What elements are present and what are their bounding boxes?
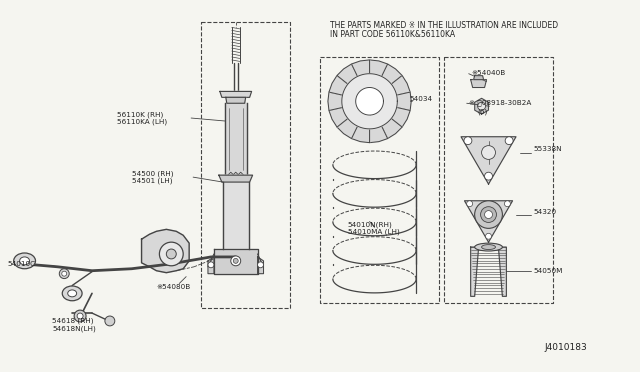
Polygon shape (208, 257, 214, 274)
Circle shape (475, 201, 502, 228)
Circle shape (105, 316, 115, 326)
Circle shape (504, 201, 510, 207)
Polygon shape (220, 92, 252, 97)
Polygon shape (397, 92, 412, 110)
Ellipse shape (475, 243, 502, 251)
Polygon shape (342, 74, 397, 129)
Text: 54010N(RH)
54010MA (LH): 54010N(RH) 54010MA (LH) (348, 221, 399, 235)
Polygon shape (461, 137, 516, 184)
Polygon shape (351, 126, 369, 142)
Polygon shape (391, 108, 410, 127)
Ellipse shape (20, 257, 29, 265)
Text: (6): (6) (477, 108, 488, 115)
Polygon shape (329, 76, 348, 95)
Circle shape (231, 256, 241, 266)
Polygon shape (381, 64, 402, 84)
Polygon shape (329, 108, 348, 127)
Polygon shape (356, 87, 383, 115)
Polygon shape (474, 76, 484, 80)
Circle shape (505, 137, 513, 145)
Ellipse shape (481, 245, 495, 250)
Text: 56110K (RH)
56110KA (LH): 56110K (RH) 56110KA (LH) (116, 111, 167, 125)
Text: 54500 (RH)
54501 (LH): 54500 (RH) 54501 (LH) (132, 170, 173, 184)
Text: 54010C: 54010C (8, 261, 36, 267)
Polygon shape (328, 92, 342, 110)
Polygon shape (219, 175, 253, 182)
Polygon shape (225, 103, 246, 175)
Circle shape (467, 201, 472, 207)
Circle shape (208, 262, 214, 268)
Polygon shape (381, 118, 402, 138)
Polygon shape (226, 97, 246, 103)
Circle shape (159, 242, 183, 266)
Polygon shape (369, 60, 388, 76)
Text: J4010183: J4010183 (545, 343, 588, 353)
Circle shape (60, 269, 69, 279)
Text: ※54080B: ※54080B (156, 283, 191, 289)
Polygon shape (470, 80, 486, 87)
Ellipse shape (62, 286, 82, 301)
Polygon shape (337, 118, 358, 138)
Text: 54320: 54320 (533, 209, 556, 215)
Circle shape (481, 207, 497, 222)
Text: IN PART CODE 56110K&56110KA: IN PART CODE 56110K&56110KA (330, 31, 455, 39)
Polygon shape (214, 249, 257, 274)
Circle shape (62, 271, 67, 276)
Circle shape (257, 262, 264, 268)
Polygon shape (351, 60, 369, 76)
Circle shape (74, 310, 86, 322)
Circle shape (484, 172, 493, 180)
Ellipse shape (68, 290, 77, 297)
Polygon shape (391, 76, 410, 95)
Polygon shape (141, 230, 189, 273)
Polygon shape (337, 64, 358, 84)
Polygon shape (257, 257, 264, 274)
Text: THE PARTS MARKED ※ IN THE ILLUSTRATION ARE INCLUDED: THE PARTS MARKED ※ IN THE ILLUSTRATION A… (330, 20, 558, 29)
Circle shape (477, 102, 486, 110)
Polygon shape (475, 98, 488, 114)
Text: ※ ⓝ08918-30B2A: ※ ⓝ08918-30B2A (468, 99, 531, 106)
Polygon shape (465, 201, 513, 242)
Text: 54618 (RH)
54618N(LH): 54618 (RH) 54618N(LH) (52, 318, 96, 332)
Circle shape (77, 313, 83, 319)
Circle shape (464, 137, 472, 145)
Polygon shape (223, 182, 248, 249)
Circle shape (481, 145, 495, 160)
Polygon shape (369, 126, 388, 142)
Text: 54050M: 54050M (533, 268, 563, 274)
Circle shape (166, 249, 176, 259)
Circle shape (233, 259, 238, 263)
Text: 54034: 54034 (409, 96, 433, 102)
Polygon shape (470, 247, 506, 296)
Circle shape (486, 233, 492, 239)
Circle shape (484, 211, 493, 218)
Text: 55338N: 55338N (533, 145, 562, 151)
Ellipse shape (13, 253, 35, 269)
Text: ※54040B: ※54040B (472, 70, 506, 76)
